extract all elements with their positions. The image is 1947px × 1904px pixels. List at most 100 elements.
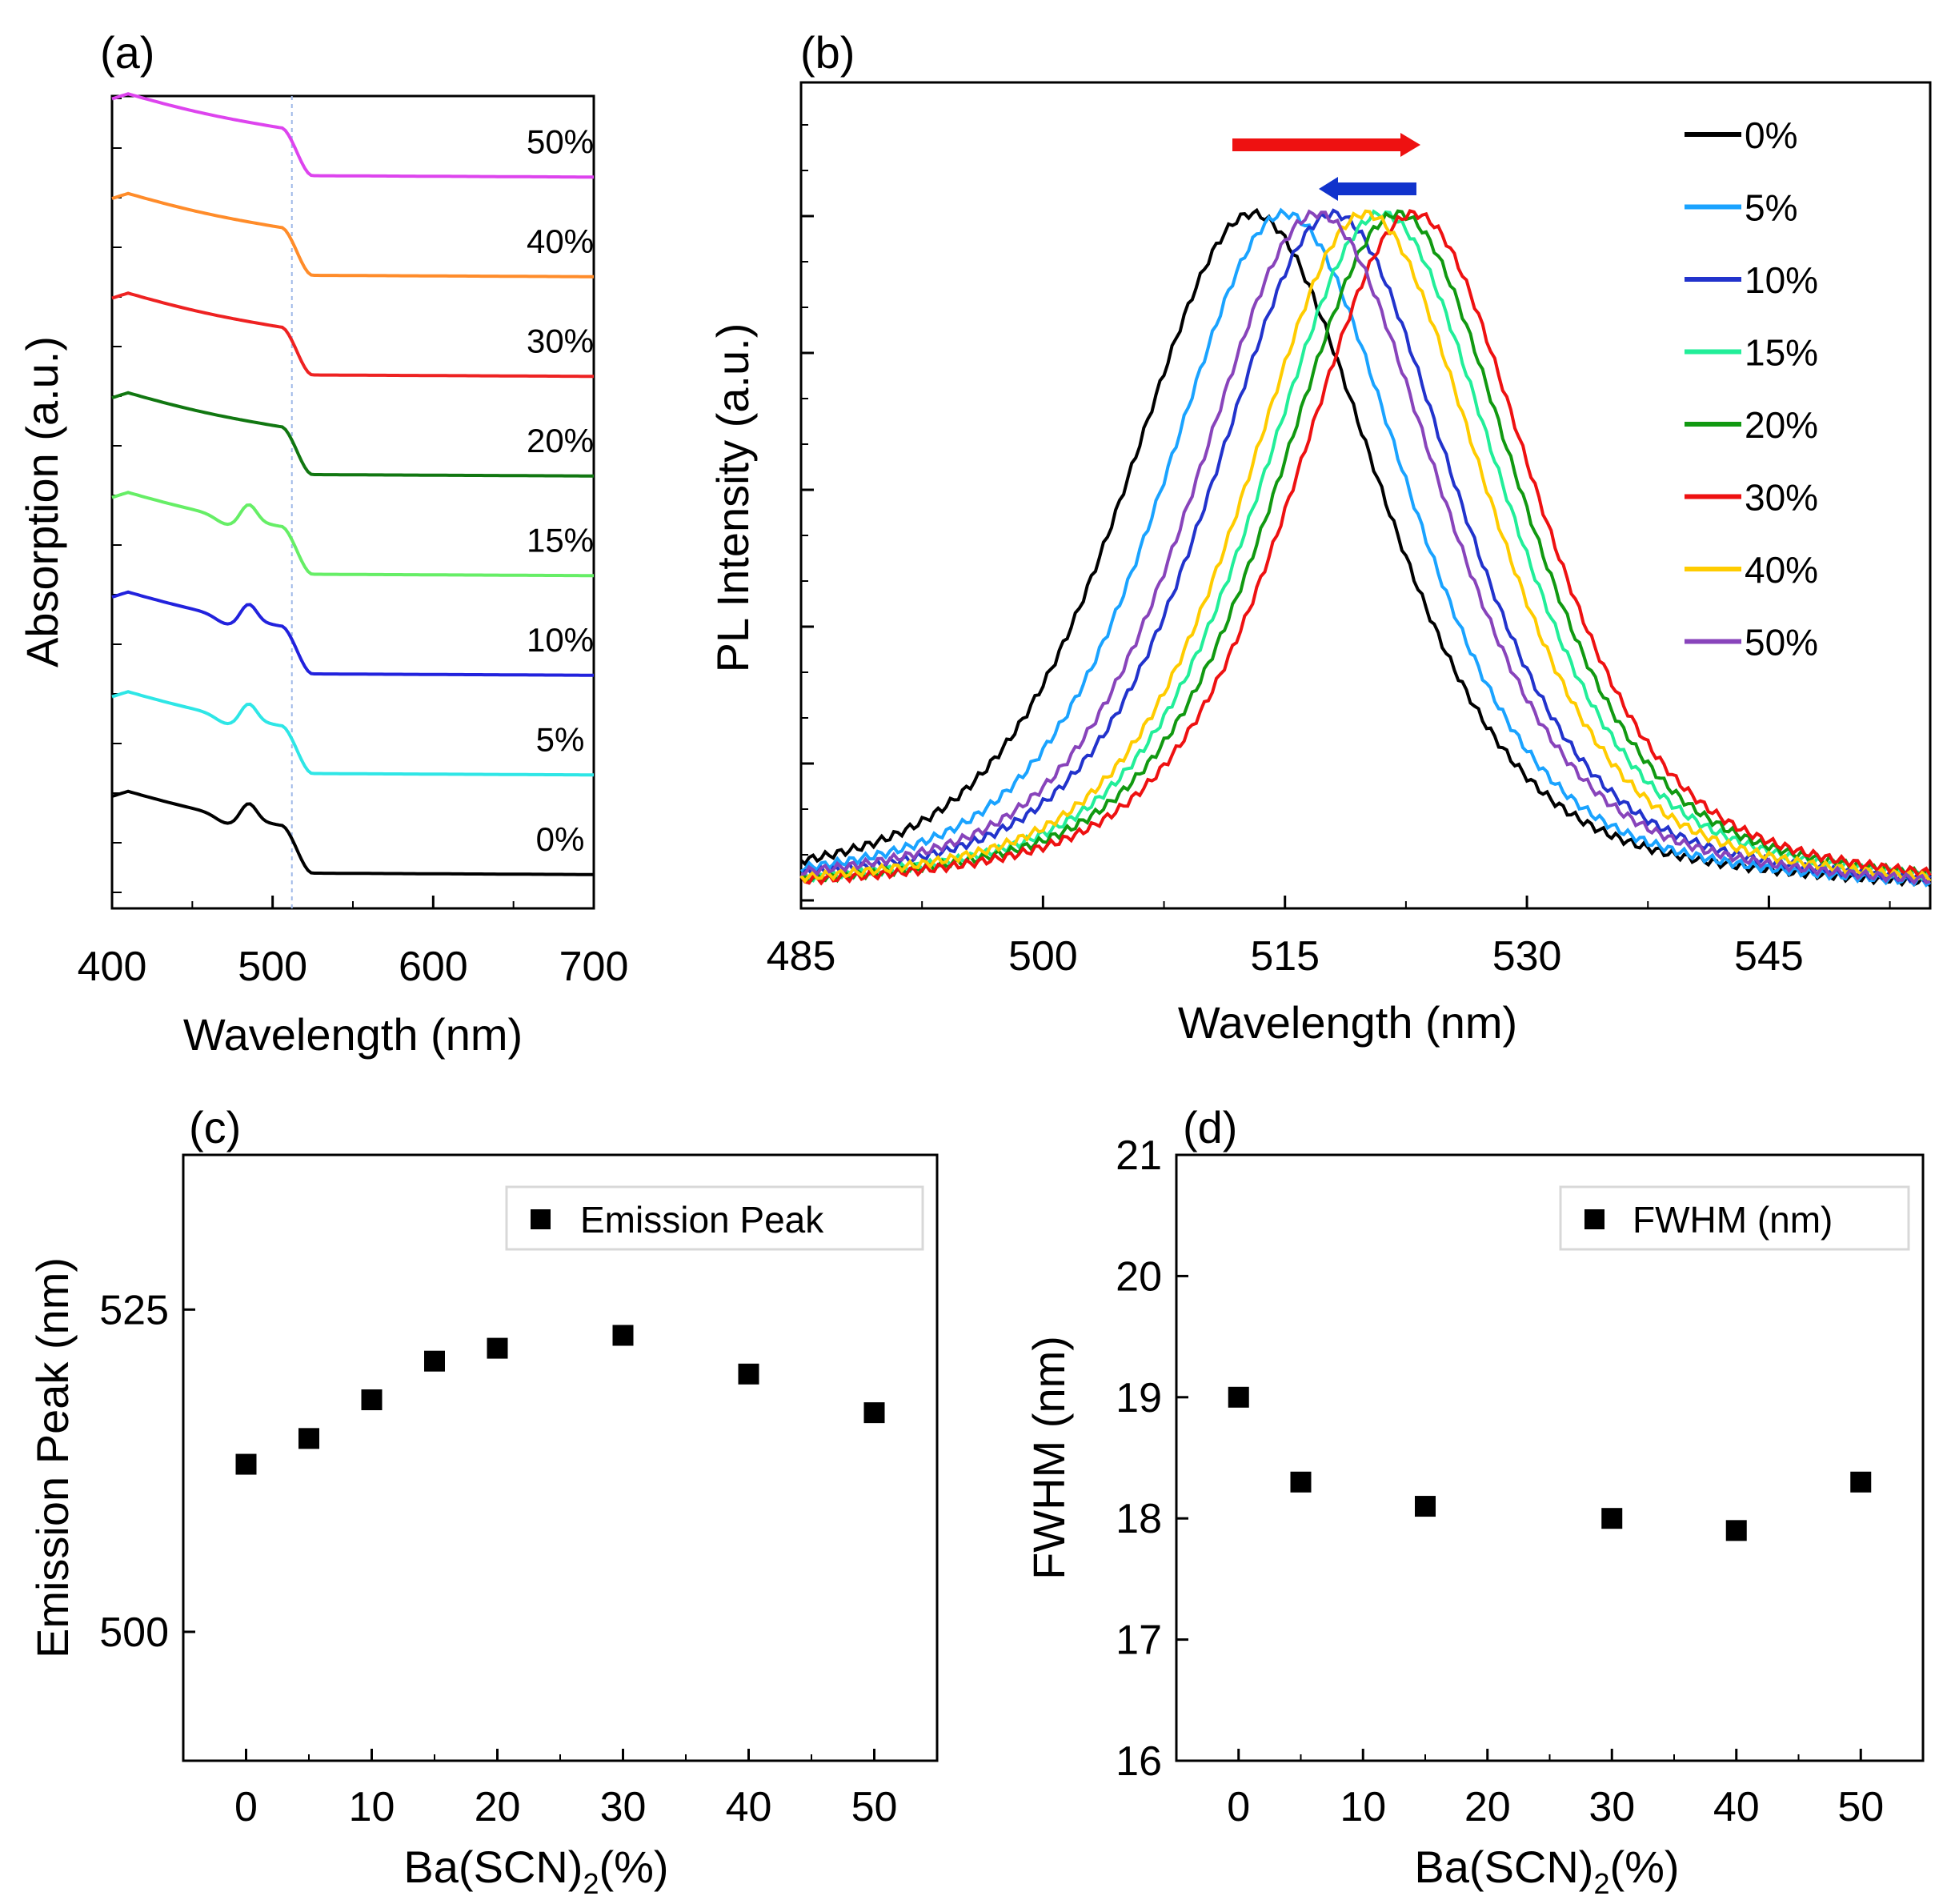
- absorption-curve-40%: [111, 191, 595, 279]
- x-axis-label-tail: (%): [1609, 1842, 1679, 1892]
- legend-label-0%: 0%: [1745, 114, 1797, 156]
- absorption-curve-0%: [111, 789, 595, 876]
- pl-curve-5%: [800, 207, 1932, 888]
- data-point: [1415, 1496, 1436, 1517]
- pl-curve-20%: [800, 209, 1932, 885]
- panel-b: (b) 485 500 515 530 545 Wavelength (nm) PL Inte…: [707, 27, 1932, 1048]
- y-tick-label: 21: [1116, 1132, 1162, 1179]
- x-tick-label: 10: [349, 1784, 395, 1830]
- x-axis-label: Wavelength (nm): [1178, 997, 1517, 1048]
- data-point: [487, 1337, 508, 1359]
- y-tick-label: 525: [99, 1287, 169, 1333]
- curve-label-30%: 30%: [527, 323, 594, 360]
- absorption-curve-50%: [111, 92, 595, 179]
- pl-curve-30%: [799, 209, 1932, 886]
- x-tick-label: 30: [1588, 1784, 1635, 1830]
- data-point: [1228, 1386, 1249, 1408]
- x-axis-label-main: Ba(SCN): [403, 1842, 583, 1892]
- absorption-curve-20%: [111, 391, 595, 478]
- legend-label-15%: 15%: [1745, 332, 1818, 374]
- red-shift-arrowhead: [1400, 133, 1420, 157]
- pl-curve-40%: [799, 209, 1932, 884]
- legend-box: [1559, 1185, 1910, 1251]
- panel-c: (c) 0 10 20 30 40 50 500 525 Ba(SCN)2(%) Emission …: [27, 1102, 939, 1900]
- x-tick-label: 40: [1713, 1784, 1760, 1830]
- curve-label-5%: 5%: [536, 721, 585, 759]
- data-point: [612, 1325, 634, 1346]
- y-tick-label: 19: [1116, 1375, 1162, 1421]
- data-point: [863, 1402, 885, 1424]
- legend-label: FWHM (nm): [1633, 1199, 1833, 1241]
- absorption-curve-5%: [111, 690, 595, 777]
- panel-a: (a) 400 500 600 700 Wavelength (nm) Absorption…: [17, 27, 628, 1060]
- pl-curve-15%: [799, 209, 1932, 883]
- x-tick-label: 20: [1464, 1784, 1511, 1830]
- x-axis-label: Ba(SCN)2(%): [1414, 1842, 1679, 1900]
- panel-label: (b): [800, 27, 855, 78]
- data-point: [424, 1350, 445, 1372]
- absorption-curve-15%: [111, 491, 595, 578]
- data-point: [361, 1389, 383, 1411]
- curve-label-15%: 15%: [527, 522, 594, 559]
- data-point: [1725, 1520, 1747, 1541]
- panel-label: (a): [100, 27, 154, 78]
- data-point: [1601, 1508, 1623, 1529]
- x-tick-label: 0: [234, 1784, 258, 1830]
- y-axis-label: Emission Peak (nm): [27, 1257, 78, 1658]
- x-axis-label: Wavelength (nm): [183, 1009, 523, 1060]
- panel-d: (d) 0 10 20 30 40 50 16 17 18 19 20 21 Ba(SCN)2(%) FWH…: [1024, 1102, 1925, 1900]
- curve-label-0%: 0%: [536, 820, 585, 858]
- x-tick-label: 485: [767, 933, 836, 980]
- pl-curve-0%: [799, 207, 1932, 888]
- x-tick-label: 500: [238, 944, 307, 990]
- x-axis-label-sub: 2: [1593, 1867, 1609, 1900]
- y-tick-label: 20: [1116, 1253, 1162, 1300]
- x-tick-label: 600: [399, 944, 468, 990]
- legend-label-40%: 40%: [1745, 549, 1818, 591]
- legend-label-5%: 5%: [1745, 187, 1797, 229]
- x-tick-label: 50: [851, 1784, 898, 1830]
- x-axis-label: Ba(SCN)2(%): [403, 1842, 668, 1900]
- data-point: [1290, 1471, 1312, 1493]
- blue-shift-arrowhead: [1319, 177, 1338, 201]
- x-tick-label: 515: [1250, 933, 1320, 980]
- y-tick-label: 16: [1116, 1738, 1162, 1785]
- legend-label: Emission Peak: [580, 1199, 824, 1241]
- x-tick-label: 530: [1492, 933, 1562, 980]
- y-axis-label: PL Intensity (a.u.): [707, 323, 758, 673]
- data-point: [235, 1453, 257, 1475]
- x-tick-label: 400: [78, 944, 147, 990]
- legend-label-20%: 20%: [1745, 404, 1818, 446]
- pl-curve-50%: [800, 209, 1931, 886]
- curve-label-40%: 40%: [527, 222, 594, 260]
- x-tick-label: 10: [1340, 1784, 1386, 1830]
- x-tick-label: 0: [1227, 1784, 1250, 1830]
- y-axis-label: FWHM (nm): [1024, 1336, 1074, 1580]
- panel-label: (d): [1183, 1102, 1237, 1152]
- x-tick-label: 700: [559, 944, 629, 990]
- x-tick-label: 20: [475, 1784, 521, 1830]
- legend-box: [505, 1185, 924, 1251]
- panel-label: (c): [189, 1102, 241, 1152]
- legend-label-30%: 30%: [1745, 477, 1818, 519]
- absorption-curve-10%: [111, 590, 595, 677]
- x-tick-label: 40: [726, 1784, 772, 1830]
- y-axis-label: Absorption (a.u.): [17, 336, 67, 667]
- x-axis-label-tail: (%): [599, 1842, 668, 1892]
- y-tick-label: 500: [99, 1609, 169, 1656]
- legend-label-50%: 50%: [1745, 622, 1818, 663]
- curve-label-20%: 20%: [527, 422, 594, 459]
- legend-marker: [531, 1209, 551, 1229]
- y-tick-label: 17: [1116, 1617, 1162, 1664]
- y-tick-label: 18: [1116, 1496, 1162, 1542]
- pl-curve-10%: [799, 208, 1932, 884]
- legend-marker: [1584, 1209, 1604, 1229]
- x-tick-label: 500: [1008, 933, 1078, 980]
- data-point: [298, 1428, 319, 1449]
- plot-frame: [799, 81, 1932, 910]
- data-point: [1850, 1471, 1872, 1493]
- x-axis-label-sub: 2: [583, 1867, 599, 1900]
- x-tick-label: 50: [1837, 1784, 1884, 1830]
- plot-frame: [110, 94, 595, 910]
